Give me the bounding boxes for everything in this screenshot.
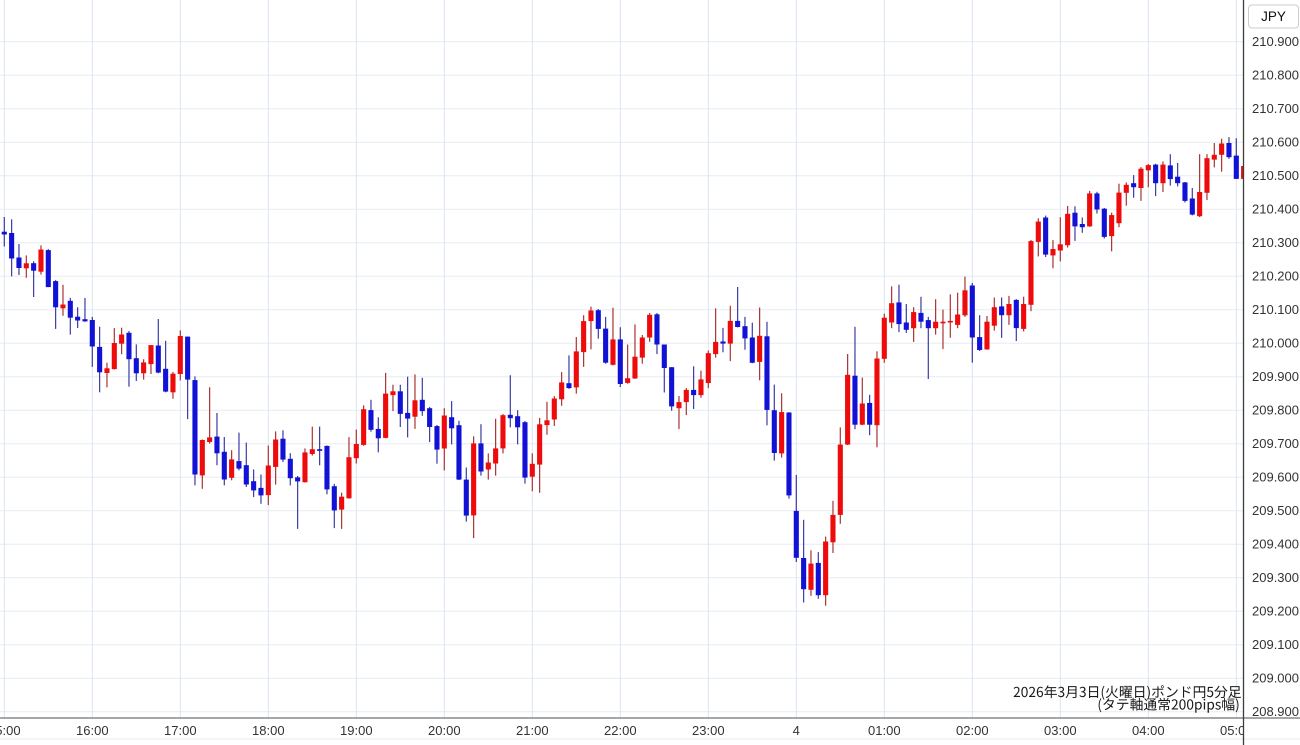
svg-text:210.600: 210.600 [1252, 135, 1299, 150]
svg-text:209.700: 209.700 [1252, 436, 1299, 451]
svg-text:20:00: 20:00 [428, 723, 461, 738]
svg-text:01:00: 01:00 [868, 723, 901, 738]
svg-text:23:00: 23:00 [692, 723, 725, 738]
svg-text:210.800: 210.800 [1252, 68, 1299, 83]
svg-text:22:00: 22:00 [604, 723, 637, 738]
svg-text:209.300: 209.300 [1252, 570, 1299, 585]
svg-text:210.900: 210.900 [1252, 34, 1299, 49]
svg-text:208.900: 208.900 [1252, 704, 1299, 719]
svg-text:210.300: 210.300 [1252, 235, 1299, 250]
svg-text:209.600: 209.600 [1252, 470, 1299, 485]
svg-text:16:00: 16:00 [76, 723, 109, 738]
svg-text:05:00: 05:00 [1220, 723, 1253, 738]
svg-text:210.100: 210.100 [1252, 302, 1299, 317]
svg-text:4: 4 [793, 723, 800, 738]
svg-text:210.400: 210.400 [1252, 202, 1299, 217]
svg-text:210.000: 210.000 [1252, 336, 1299, 351]
svg-text:210.700: 210.700 [1252, 101, 1299, 116]
svg-text:210.500: 210.500 [1252, 168, 1299, 183]
svg-text:03:00: 03:00 [1044, 723, 1077, 738]
svg-text:209.500: 209.500 [1252, 503, 1299, 518]
svg-text:02:00: 02:00 [956, 723, 989, 738]
svg-text:18:00: 18:00 [252, 723, 285, 738]
svg-text:19:00: 19:00 [340, 723, 373, 738]
svg-text:JPY: JPY [1261, 9, 1286, 24]
svg-text:209.000: 209.000 [1252, 671, 1299, 686]
svg-text:21:00: 21:00 [516, 723, 549, 738]
svg-text:209.100: 209.100 [1252, 637, 1299, 652]
svg-text:209.800: 209.800 [1252, 403, 1299, 418]
svg-text:04:00: 04:00 [1132, 723, 1165, 738]
svg-text:17:00: 17:00 [164, 723, 197, 738]
svg-text:209.900: 209.900 [1252, 369, 1299, 384]
svg-text:15:00: 15:00 [0, 723, 21, 738]
svg-text:210.200: 210.200 [1252, 269, 1299, 284]
svg-text:209.400: 209.400 [1252, 537, 1299, 552]
svg-text:209.200: 209.200 [1252, 604, 1299, 619]
